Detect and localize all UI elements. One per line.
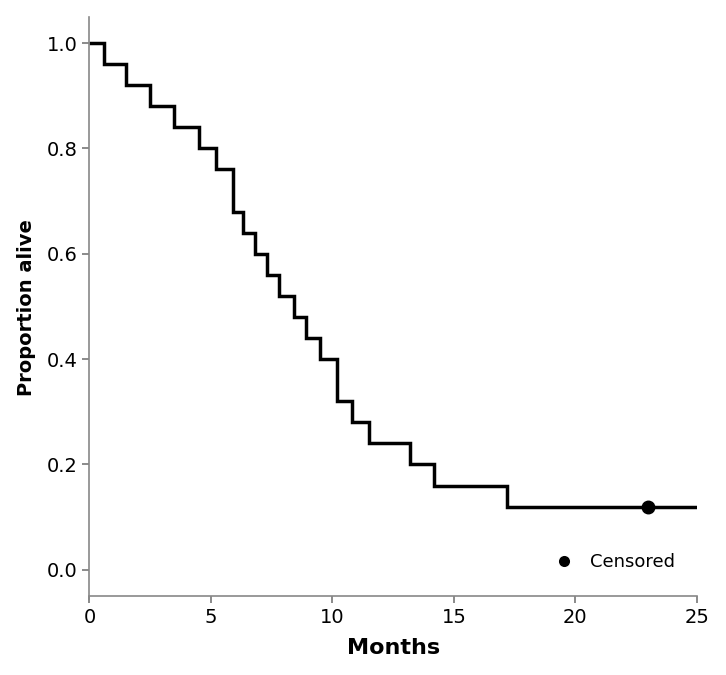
Legend: Censored: Censored <box>539 545 682 578</box>
Y-axis label: Proportion alive: Proportion alive <box>17 219 36 396</box>
X-axis label: Months: Months <box>346 638 440 658</box>
